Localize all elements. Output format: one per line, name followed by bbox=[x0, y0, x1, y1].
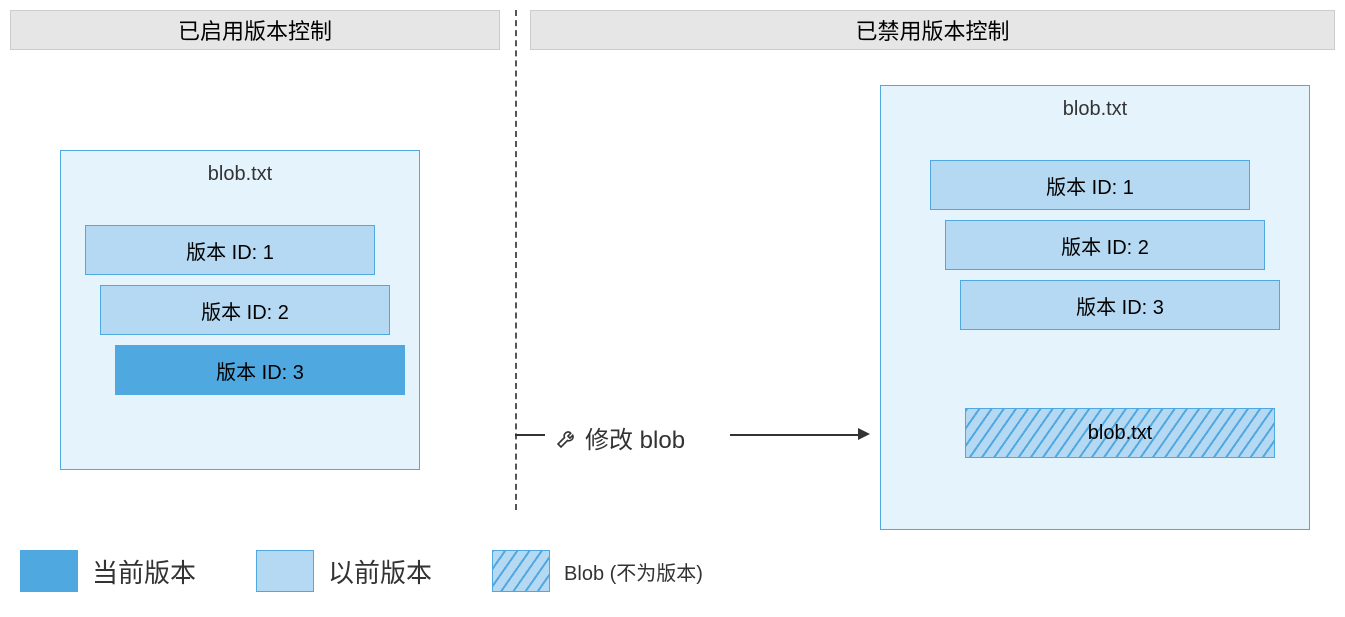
right-modified-blob: blob.txt bbox=[965, 408, 1275, 458]
legend-current-text: 当前版本 bbox=[92, 553, 196, 590]
action-text: 修改 blob bbox=[585, 420, 685, 455]
right-version-3: 版本 ID: 3 bbox=[960, 280, 1280, 330]
left-version-2: 版本 ID: 2 bbox=[100, 285, 390, 335]
legend-blob-nonversion: Blob (不为版本) bbox=[492, 550, 703, 592]
left-container-title: blob.txt bbox=[61, 151, 419, 194]
right-version-3-label: 版本 ID: 3 bbox=[1076, 291, 1164, 320]
legend-prev-text: 以前版本 bbox=[328, 553, 432, 590]
left-version-1: 版本 ID: 1 bbox=[85, 225, 375, 275]
header-enabled-text: 已启用版本控制 bbox=[178, 14, 332, 46]
right-modified-blob-label: blob.txt bbox=[1088, 422, 1152, 445]
left-version-3-label: 版本 ID: 3 bbox=[216, 356, 304, 385]
action-arrow-head bbox=[858, 428, 870, 440]
wrench-icon bbox=[555, 426, 579, 450]
legend-hatched-text: Blob (不为版本) bbox=[564, 557, 703, 586]
action-line-right bbox=[730, 434, 860, 436]
action-line-left bbox=[515, 434, 545, 436]
legend: 当前版本 以前版本 Blob (不为版本) bbox=[20, 550, 703, 592]
legend-prev-swatch bbox=[256, 550, 314, 592]
legend-hatched-swatch bbox=[492, 550, 550, 592]
left-version-1-label: 版本 ID: 1 bbox=[186, 236, 274, 265]
left-version-3-current: 版本 ID: 3 bbox=[115, 345, 405, 395]
legend-prev: 以前版本 bbox=[256, 550, 432, 592]
header-enabled: 已启用版本控制 bbox=[10, 10, 500, 50]
right-container-title: blob.txt bbox=[881, 86, 1309, 129]
legend-current: 当前版本 bbox=[20, 550, 196, 592]
left-version-2-label: 版本 ID: 2 bbox=[201, 296, 289, 325]
right-version-1-label: 版本 ID: 1 bbox=[1046, 171, 1134, 200]
legend-current-swatch bbox=[20, 550, 78, 592]
action-label: 修改 blob bbox=[555, 420, 685, 455]
versioning-diagram: 已启用版本控制 已禁用版本控制 blob.txt 版本 ID: 1 版本 ID:… bbox=[10, 10, 1335, 607]
right-version-2-label: 版本 ID: 2 bbox=[1061, 231, 1149, 260]
right-version-1: 版本 ID: 1 bbox=[930, 160, 1250, 210]
header-disabled-text: 已禁用版本控制 bbox=[855, 14, 1009, 46]
header-disabled: 已禁用版本控制 bbox=[530, 10, 1335, 50]
right-version-2: 版本 ID: 2 bbox=[945, 220, 1265, 270]
